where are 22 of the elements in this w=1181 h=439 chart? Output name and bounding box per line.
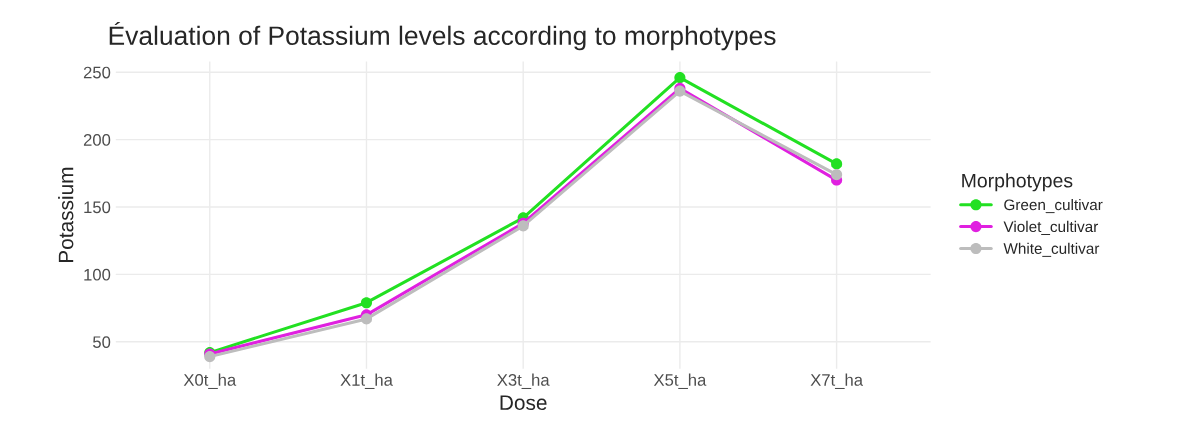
legend-label: Violet_cultivar [1003, 220, 1099, 235]
x-tick-label: X7t_ha [810, 373, 864, 390]
point [831, 158, 843, 170]
y-tick-label: 100 [84, 268, 111, 281]
y-tick-label: 200 [83, 134, 111, 146]
x-tick-label: X0t_ha [183, 373, 237, 390]
point [360, 313, 373, 325]
chart-title: Évaluation of Potassium levels according to morphotypes [109, 21, 776, 51]
point [831, 169, 843, 181]
legend-title: Morphotypes [962, 173, 1073, 192]
x-tick-label: X5t_ha [653, 373, 707, 390]
point [674, 72, 686, 84]
legend-label: White_cultivar [1003, 242, 1100, 257]
y-axis-title: Potassium [58, 167, 74, 263]
y-tick-label: 250 [83, 66, 111, 79]
y-tick-label: 150 [84, 201, 111, 214]
y-tick-label: 50 [93, 336, 111, 349]
x-tick-label: X1t_ha [340, 373, 393, 390]
legend-label: Green_cultivar [1004, 198, 1103, 214]
x-tick-label: X3t_ha [497, 373, 550, 390]
x-axis-title: Dose [500, 395, 547, 411]
point [360, 297, 373, 309]
